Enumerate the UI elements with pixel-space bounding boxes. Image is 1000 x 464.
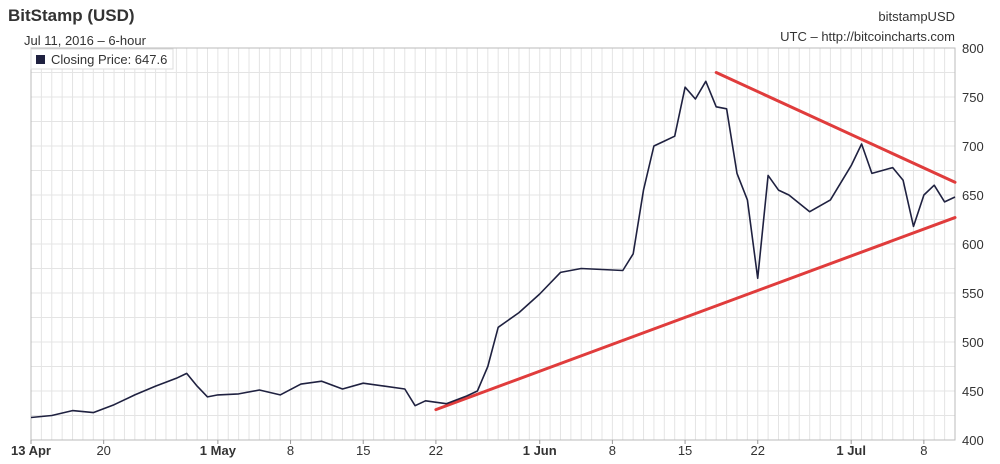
x-axis-ticks: 13 Apr 20 1 May 8 15 22 1 Jun 8 15 22 1 Jul 8 xyxy=(11,440,927,458)
x-tick-label: 20 xyxy=(96,443,110,458)
x-tick-label: 15 xyxy=(356,443,370,458)
trendline-resistance xyxy=(714,71,957,184)
x-tick-label: 13 Apr xyxy=(11,443,51,458)
y-tick-label: 750 xyxy=(962,90,984,105)
chart-title: BitStamp (USD) xyxy=(8,6,135,25)
closing-price-line xyxy=(30,80,956,419)
x-tick-label: 15 xyxy=(678,443,692,458)
y-tick-label: 600 xyxy=(962,237,984,252)
y-tick-label: 450 xyxy=(962,384,984,399)
data-source: UTC – http://bitcoincharts.com xyxy=(780,29,955,44)
x-tick-label: 1 May xyxy=(200,443,237,458)
legend-swatch xyxy=(36,55,45,64)
grid-lines xyxy=(30,47,956,441)
y-tick-label: 700 xyxy=(962,139,984,154)
x-tick-label: 22 xyxy=(429,443,443,458)
y-tick-label: 650 xyxy=(962,188,984,203)
y-tick-label: 550 xyxy=(962,286,984,301)
trendline-support xyxy=(434,216,957,412)
x-tick-label: 8 xyxy=(287,443,294,458)
y-tick-label: 400 xyxy=(962,433,984,448)
x-tick-label: 1 Jun xyxy=(523,443,557,458)
trendlines xyxy=(434,71,957,412)
y-tick-label: 500 xyxy=(962,335,984,350)
x-tick-label: 22 xyxy=(751,443,765,458)
legend-box xyxy=(30,48,174,70)
x-tick-label: 8 xyxy=(920,443,927,458)
y-axis-ticks: 400 450 500 550 600 650 700 750 800 xyxy=(962,41,984,448)
x-tick-label: 8 xyxy=(609,443,616,458)
plot-border xyxy=(30,47,956,441)
legend: Closing Price: 647.6 xyxy=(30,48,174,70)
legend-label: Closing Price: 647.6 xyxy=(51,52,167,67)
y-tick-label: 800 xyxy=(962,41,984,56)
x-tick-label: 1 Jul xyxy=(836,443,866,458)
chart-subtitle: Jul 11, 2016 – 6-hour xyxy=(24,33,147,48)
market-symbol: bitstampUSD xyxy=(878,9,955,24)
